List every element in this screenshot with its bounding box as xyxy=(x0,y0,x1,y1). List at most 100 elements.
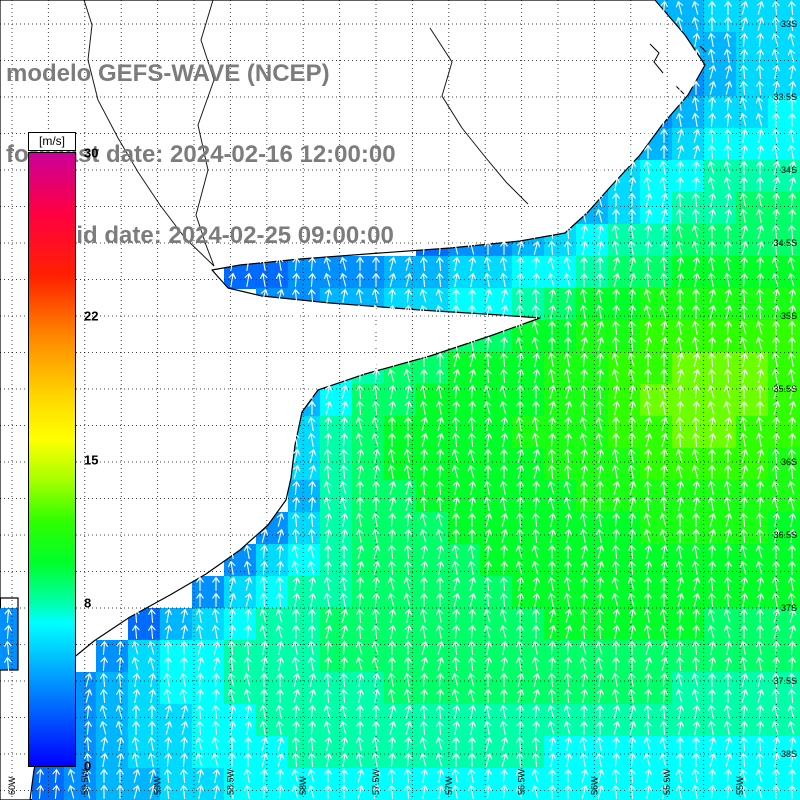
wind-arrow xyxy=(564,752,573,767)
wind-arrow xyxy=(580,704,588,720)
wind-arrow xyxy=(516,672,525,687)
wind-arrow xyxy=(660,0,668,16)
wind-arrow xyxy=(707,496,716,511)
wind-arrow xyxy=(307,432,316,447)
wind-arrow xyxy=(532,672,541,687)
wind-arrow xyxy=(388,336,396,352)
wind-arrow xyxy=(451,784,460,799)
wind-arrow xyxy=(788,448,796,464)
wind-arrow xyxy=(548,384,557,399)
wind-arrow xyxy=(739,768,748,783)
wind-arrow xyxy=(500,688,508,704)
wind-arrow xyxy=(596,624,604,640)
wind-arrow xyxy=(772,160,781,175)
wind-arrow xyxy=(531,320,540,335)
field-cell xyxy=(512,448,545,481)
wind-arrow xyxy=(292,688,301,703)
wind-arrow xyxy=(532,528,540,544)
colorbar: [m/s] 30 22 15 8 0 xyxy=(28,132,158,792)
wind-arrow xyxy=(308,384,316,400)
wind-arrow xyxy=(212,576,220,592)
wind-arrow xyxy=(771,256,780,271)
wind-arrow xyxy=(724,304,733,319)
axis-labels: 33S33.5S34S34.5S35S35.5S36S36.5S37S37.5S… xyxy=(7,19,797,795)
wind-arrow xyxy=(515,784,524,799)
wind-arrow xyxy=(467,560,476,575)
wind-arrow xyxy=(516,592,525,607)
wind-arrow xyxy=(388,752,396,768)
wind-arrow xyxy=(579,640,588,655)
lon-label: 57W xyxy=(444,776,454,795)
wind-arrow xyxy=(372,784,381,799)
wind-arrow xyxy=(516,576,525,591)
wind-arrow xyxy=(788,160,797,175)
wind-arrow xyxy=(772,656,780,672)
wind-arrow xyxy=(676,256,685,271)
wind-arrow xyxy=(516,368,525,383)
field-cell xyxy=(576,320,609,353)
wind-arrow xyxy=(196,656,205,671)
wind-arrow xyxy=(724,416,733,431)
wind-arrow xyxy=(452,496,461,511)
wind-arrow xyxy=(308,288,316,304)
valid-date: valid date: 2024-02-25 09:00:00 xyxy=(43,222,394,249)
wind-arrow xyxy=(691,448,700,463)
wind-arrow xyxy=(627,688,636,703)
wind-arrow xyxy=(708,752,717,767)
colorbar-tick-label: 0 xyxy=(84,758,92,774)
wind-arrow xyxy=(356,272,364,288)
wind-arrow xyxy=(772,208,780,224)
wind-arrow xyxy=(340,624,349,639)
wind-arrow xyxy=(324,512,333,527)
wind-arrow xyxy=(612,176,621,191)
wind-arrow xyxy=(707,176,716,191)
wind-arrow xyxy=(228,656,236,672)
wind-arrow xyxy=(259,624,268,639)
wind-arrow xyxy=(579,192,588,207)
wind-arrow xyxy=(308,576,317,591)
wind-arrow xyxy=(499,272,508,287)
wind-arrow xyxy=(708,0,716,16)
wind-arrow xyxy=(755,544,764,559)
wind-arrow xyxy=(291,784,300,799)
wind-arrow xyxy=(611,368,620,383)
wind-arrow xyxy=(419,528,428,543)
wind-arrow xyxy=(580,256,588,272)
wind-arrow xyxy=(356,576,364,592)
wind-arrow xyxy=(628,336,636,352)
wind-arrow xyxy=(404,624,413,639)
wind-arrow xyxy=(628,784,636,800)
wind-arrow xyxy=(451,672,460,687)
wind-arrow xyxy=(468,256,477,271)
wind-arrow xyxy=(388,384,397,399)
wind-arrow xyxy=(708,64,717,79)
wind-arrow xyxy=(324,400,333,415)
wind-arrow xyxy=(692,640,700,656)
wind-arrow xyxy=(275,720,284,735)
wind-arrow xyxy=(532,608,540,624)
wind-arrow xyxy=(659,736,668,751)
wind-arrow xyxy=(324,672,332,688)
wind-arrow xyxy=(20,656,28,672)
wind-arrow xyxy=(707,32,716,47)
field-cell xyxy=(352,640,385,673)
wind-arrow xyxy=(596,224,605,239)
wind-arrow xyxy=(659,288,668,303)
wind-arrow xyxy=(772,96,780,112)
wind-arrow xyxy=(451,336,460,351)
wind-arrow xyxy=(739,544,748,559)
wind-arrow xyxy=(644,496,652,512)
lat-label: 33S xyxy=(781,19,797,29)
wind-arrow xyxy=(484,288,493,303)
wind-arrow xyxy=(403,352,412,367)
wind-arrow xyxy=(628,624,637,639)
wind-arrow xyxy=(724,16,732,32)
wind-arrow xyxy=(292,720,300,736)
wind-arrow xyxy=(227,784,236,799)
wind-arrow xyxy=(467,224,476,239)
wind-arrow xyxy=(788,192,796,208)
wind-arrow xyxy=(771,272,780,287)
wind-arrow xyxy=(484,688,492,704)
wind-arrow xyxy=(243,784,252,799)
wind-arrow xyxy=(675,544,684,559)
